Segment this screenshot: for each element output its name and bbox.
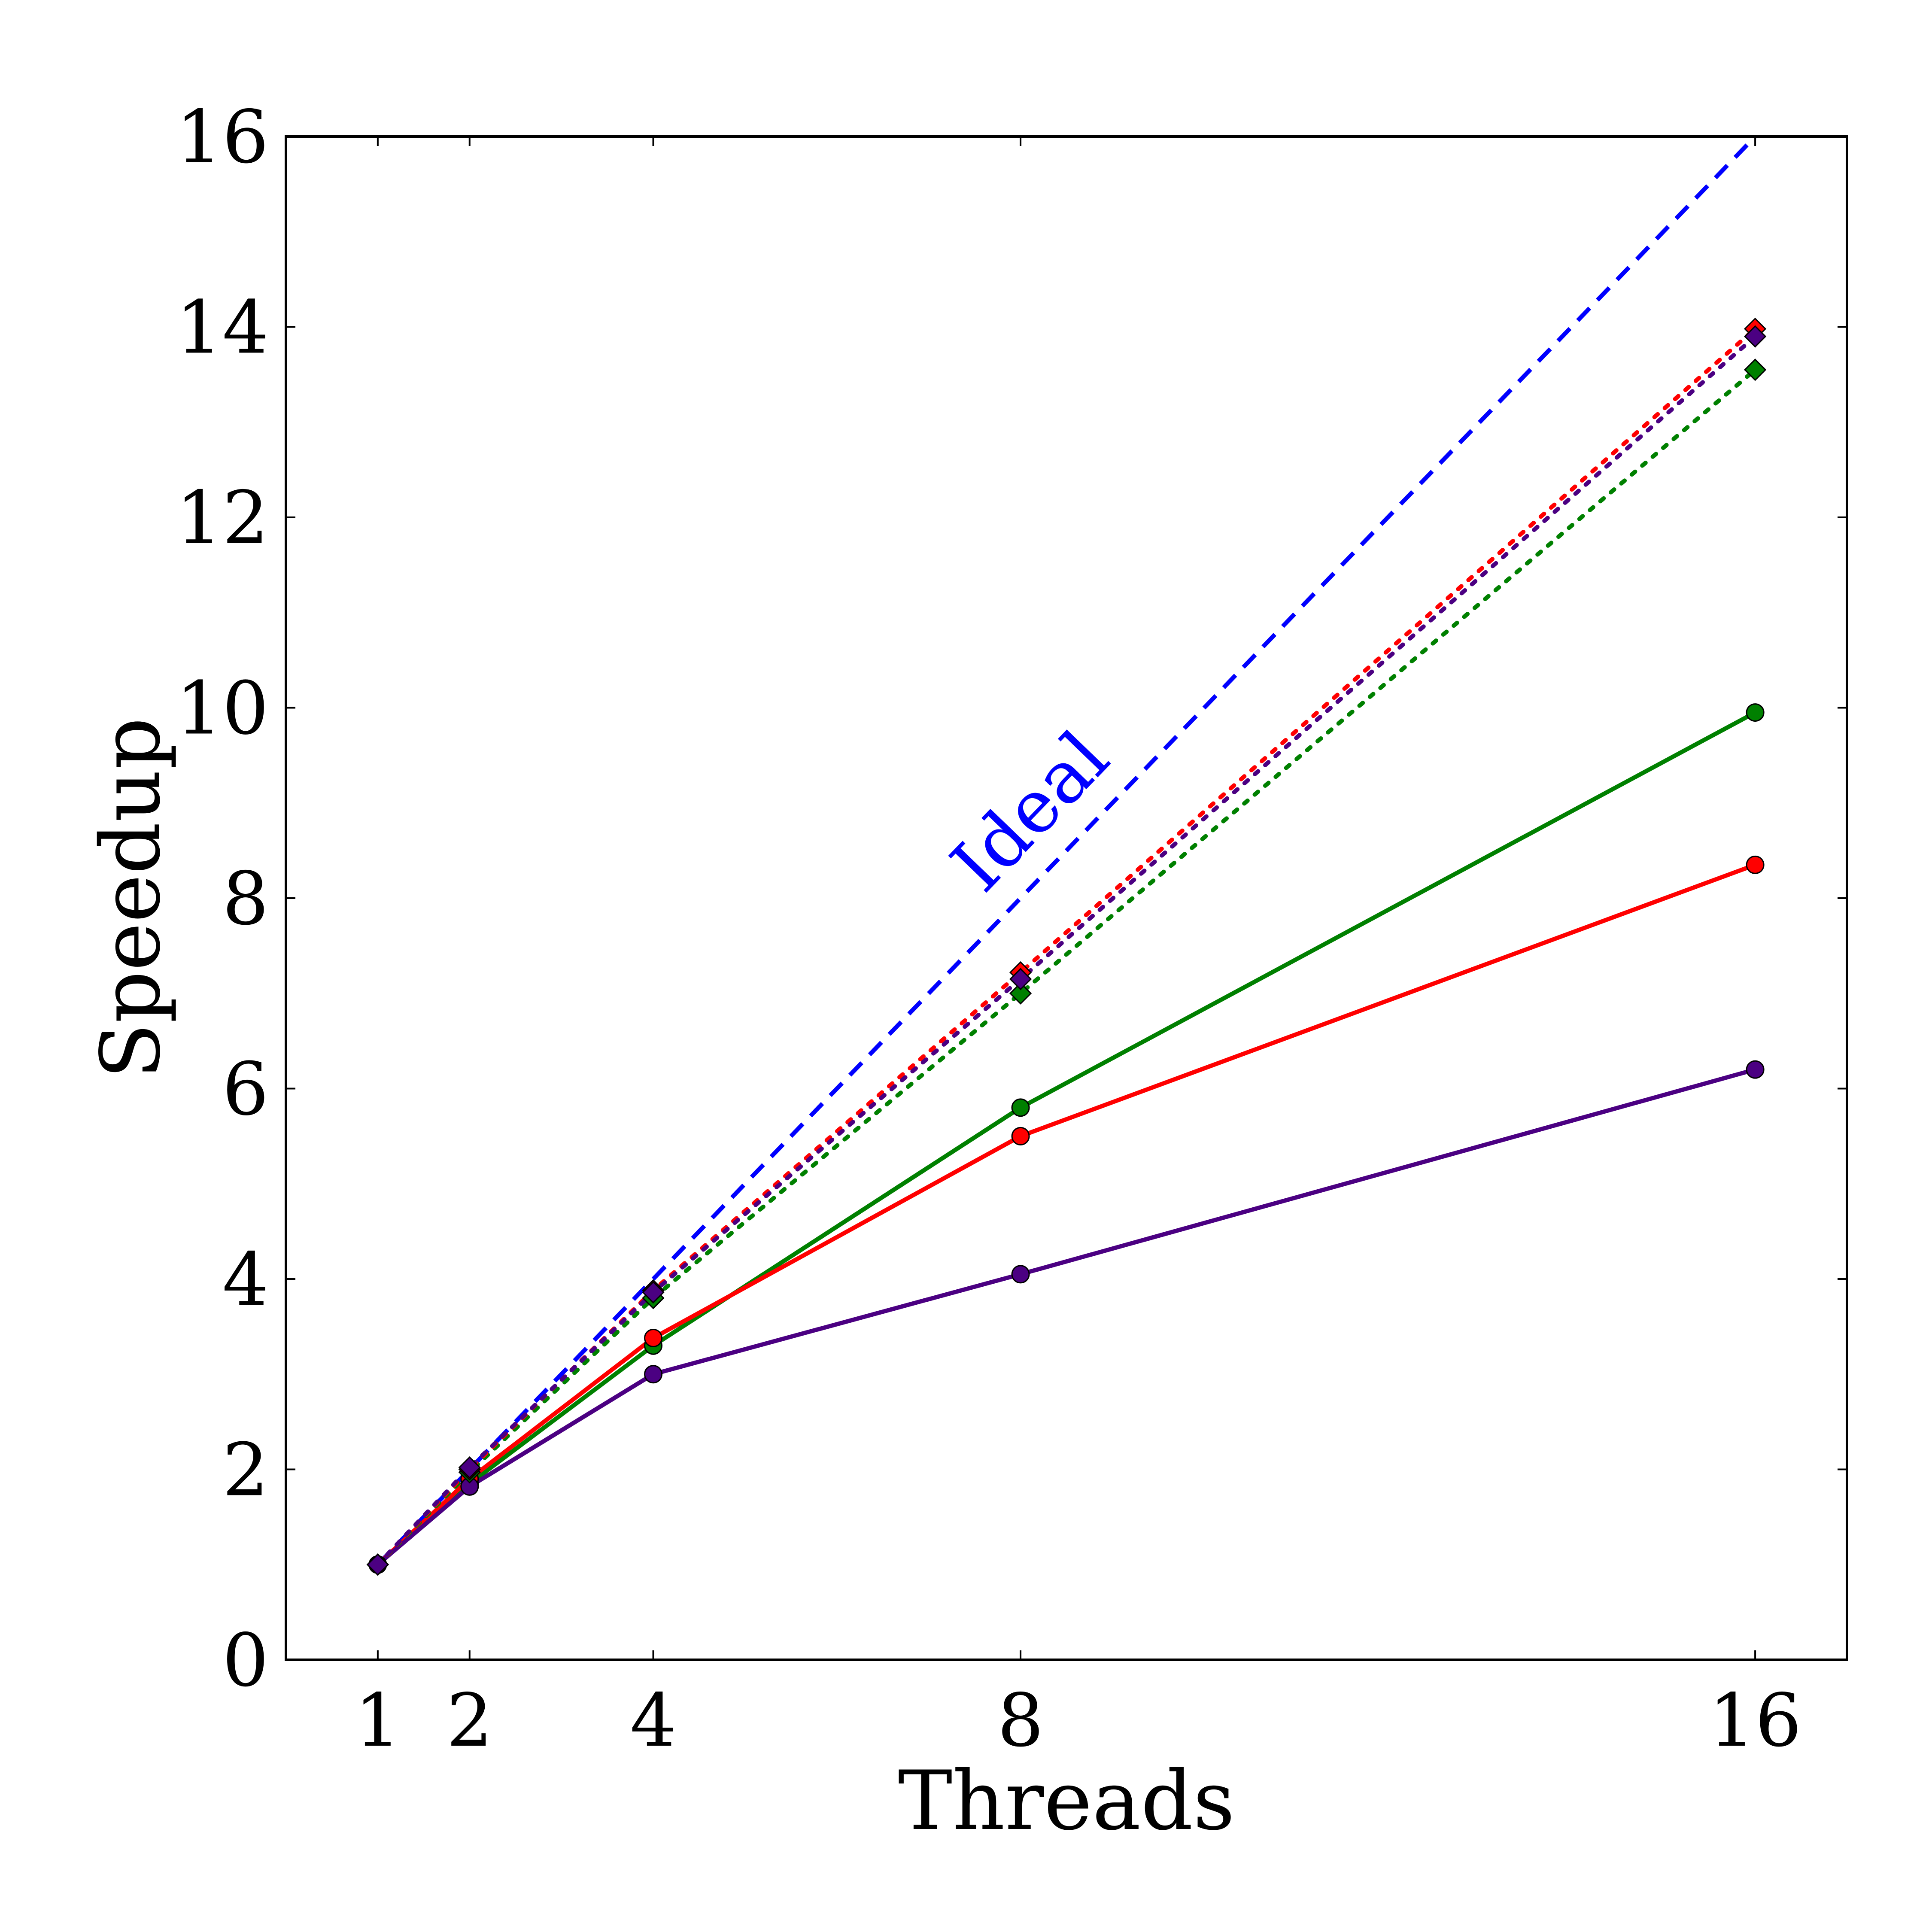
- x-tick-label: 1: [355, 1678, 401, 1763]
- series-2-point: [1746, 855, 1765, 874]
- plot-area: [366, 135, 1767, 1576]
- series-6-point: [1009, 968, 1032, 990]
- series-3-point: [1011, 1265, 1030, 1284]
- y-tick-label: 10: [176, 666, 269, 751]
- y-tick-label: 4: [222, 1237, 269, 1322]
- series-1-line: [375, 710, 1758, 1567]
- y-axis-title: Speedup: [83, 717, 178, 1079]
- series-4-point: [1744, 358, 1767, 381]
- y-tick-label: 12: [176, 476, 269, 561]
- ideal-line: [376, 135, 1757, 1566]
- series-4-point: [1009, 982, 1032, 1005]
- series-4-line: [375, 368, 1758, 1567]
- series-3-point: [644, 1365, 663, 1384]
- y-tick-label: 0: [222, 1618, 269, 1703]
- series-6-point: [1744, 325, 1767, 348]
- x-tick-label: 16: [1709, 1678, 1801, 1763]
- series-6-line: [375, 334, 1758, 1567]
- series-3-point: [1746, 1060, 1765, 1079]
- y-tick-label: 6: [222, 1047, 269, 1132]
- x-tick-label: 2: [447, 1678, 493, 1763]
- y-tick-label: 2: [222, 1428, 269, 1513]
- series-2-point: [644, 1328, 663, 1347]
- series-1-point: [1011, 1098, 1030, 1117]
- x-axis-title: Threads: [898, 1753, 1235, 1848]
- y-tick-label: 16: [176, 95, 269, 180]
- x-tick-label: 8: [997, 1678, 1044, 1763]
- series-1-point: [1746, 703, 1765, 722]
- series-6-point: [366, 1553, 389, 1576]
- ideal-line-label: Ideal: [935, 715, 1125, 908]
- series-2-point: [1011, 1127, 1030, 1145]
- plot-frame: [285, 135, 1848, 1661]
- y-tick-label: 8: [222, 857, 269, 942]
- series-2-line: [375, 863, 1758, 1567]
- x-tick-label: 4: [630, 1678, 676, 1763]
- series-5-line: [375, 326, 1758, 1567]
- series-3-line: [375, 1067, 1758, 1567]
- series-6-point: [458, 1456, 481, 1479]
- y-tick-label: 14: [176, 286, 269, 371]
- series-6-point: [642, 1281, 665, 1304]
